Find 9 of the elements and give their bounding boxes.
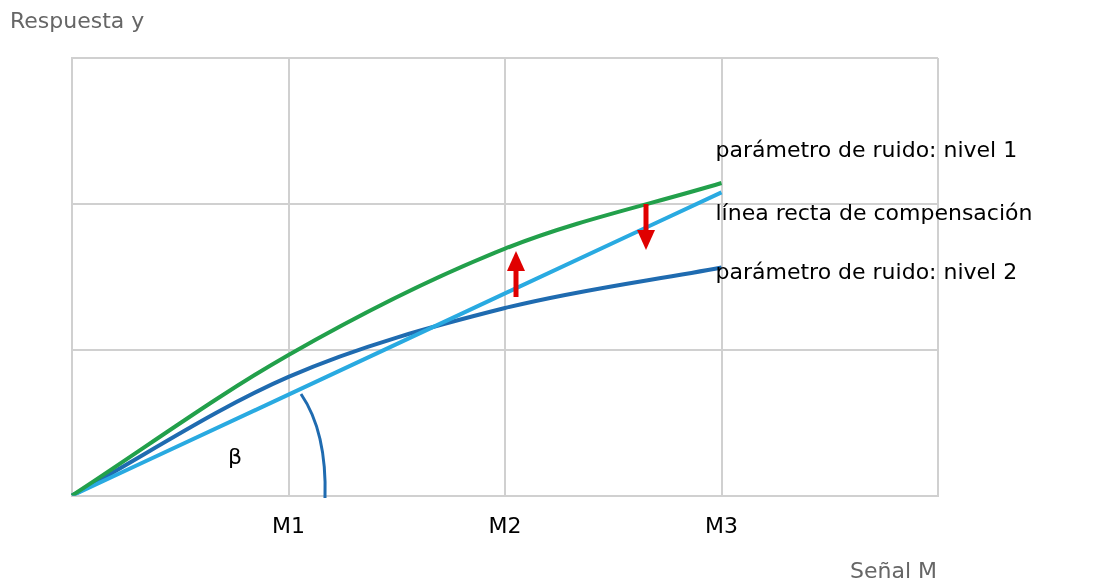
x-axis-title: Señal M <box>850 558 938 583</box>
series-label: parámetro de ruido: nivel 2 <box>715 259 1018 285</box>
x-tick-label: M3 <box>705 512 738 538</box>
series-label: línea recta de compensación <box>715 200 1033 226</box>
series-label: parámetro de ruido: nivel 1 <box>715 136 1018 162</box>
x-tick-label: M2 <box>488 512 522 538</box>
x-tick-label: M1 <box>272 512 305 538</box>
text: Respuesta y <box>10 8 145 33</box>
annotation: β <box>227 443 242 469</box>
